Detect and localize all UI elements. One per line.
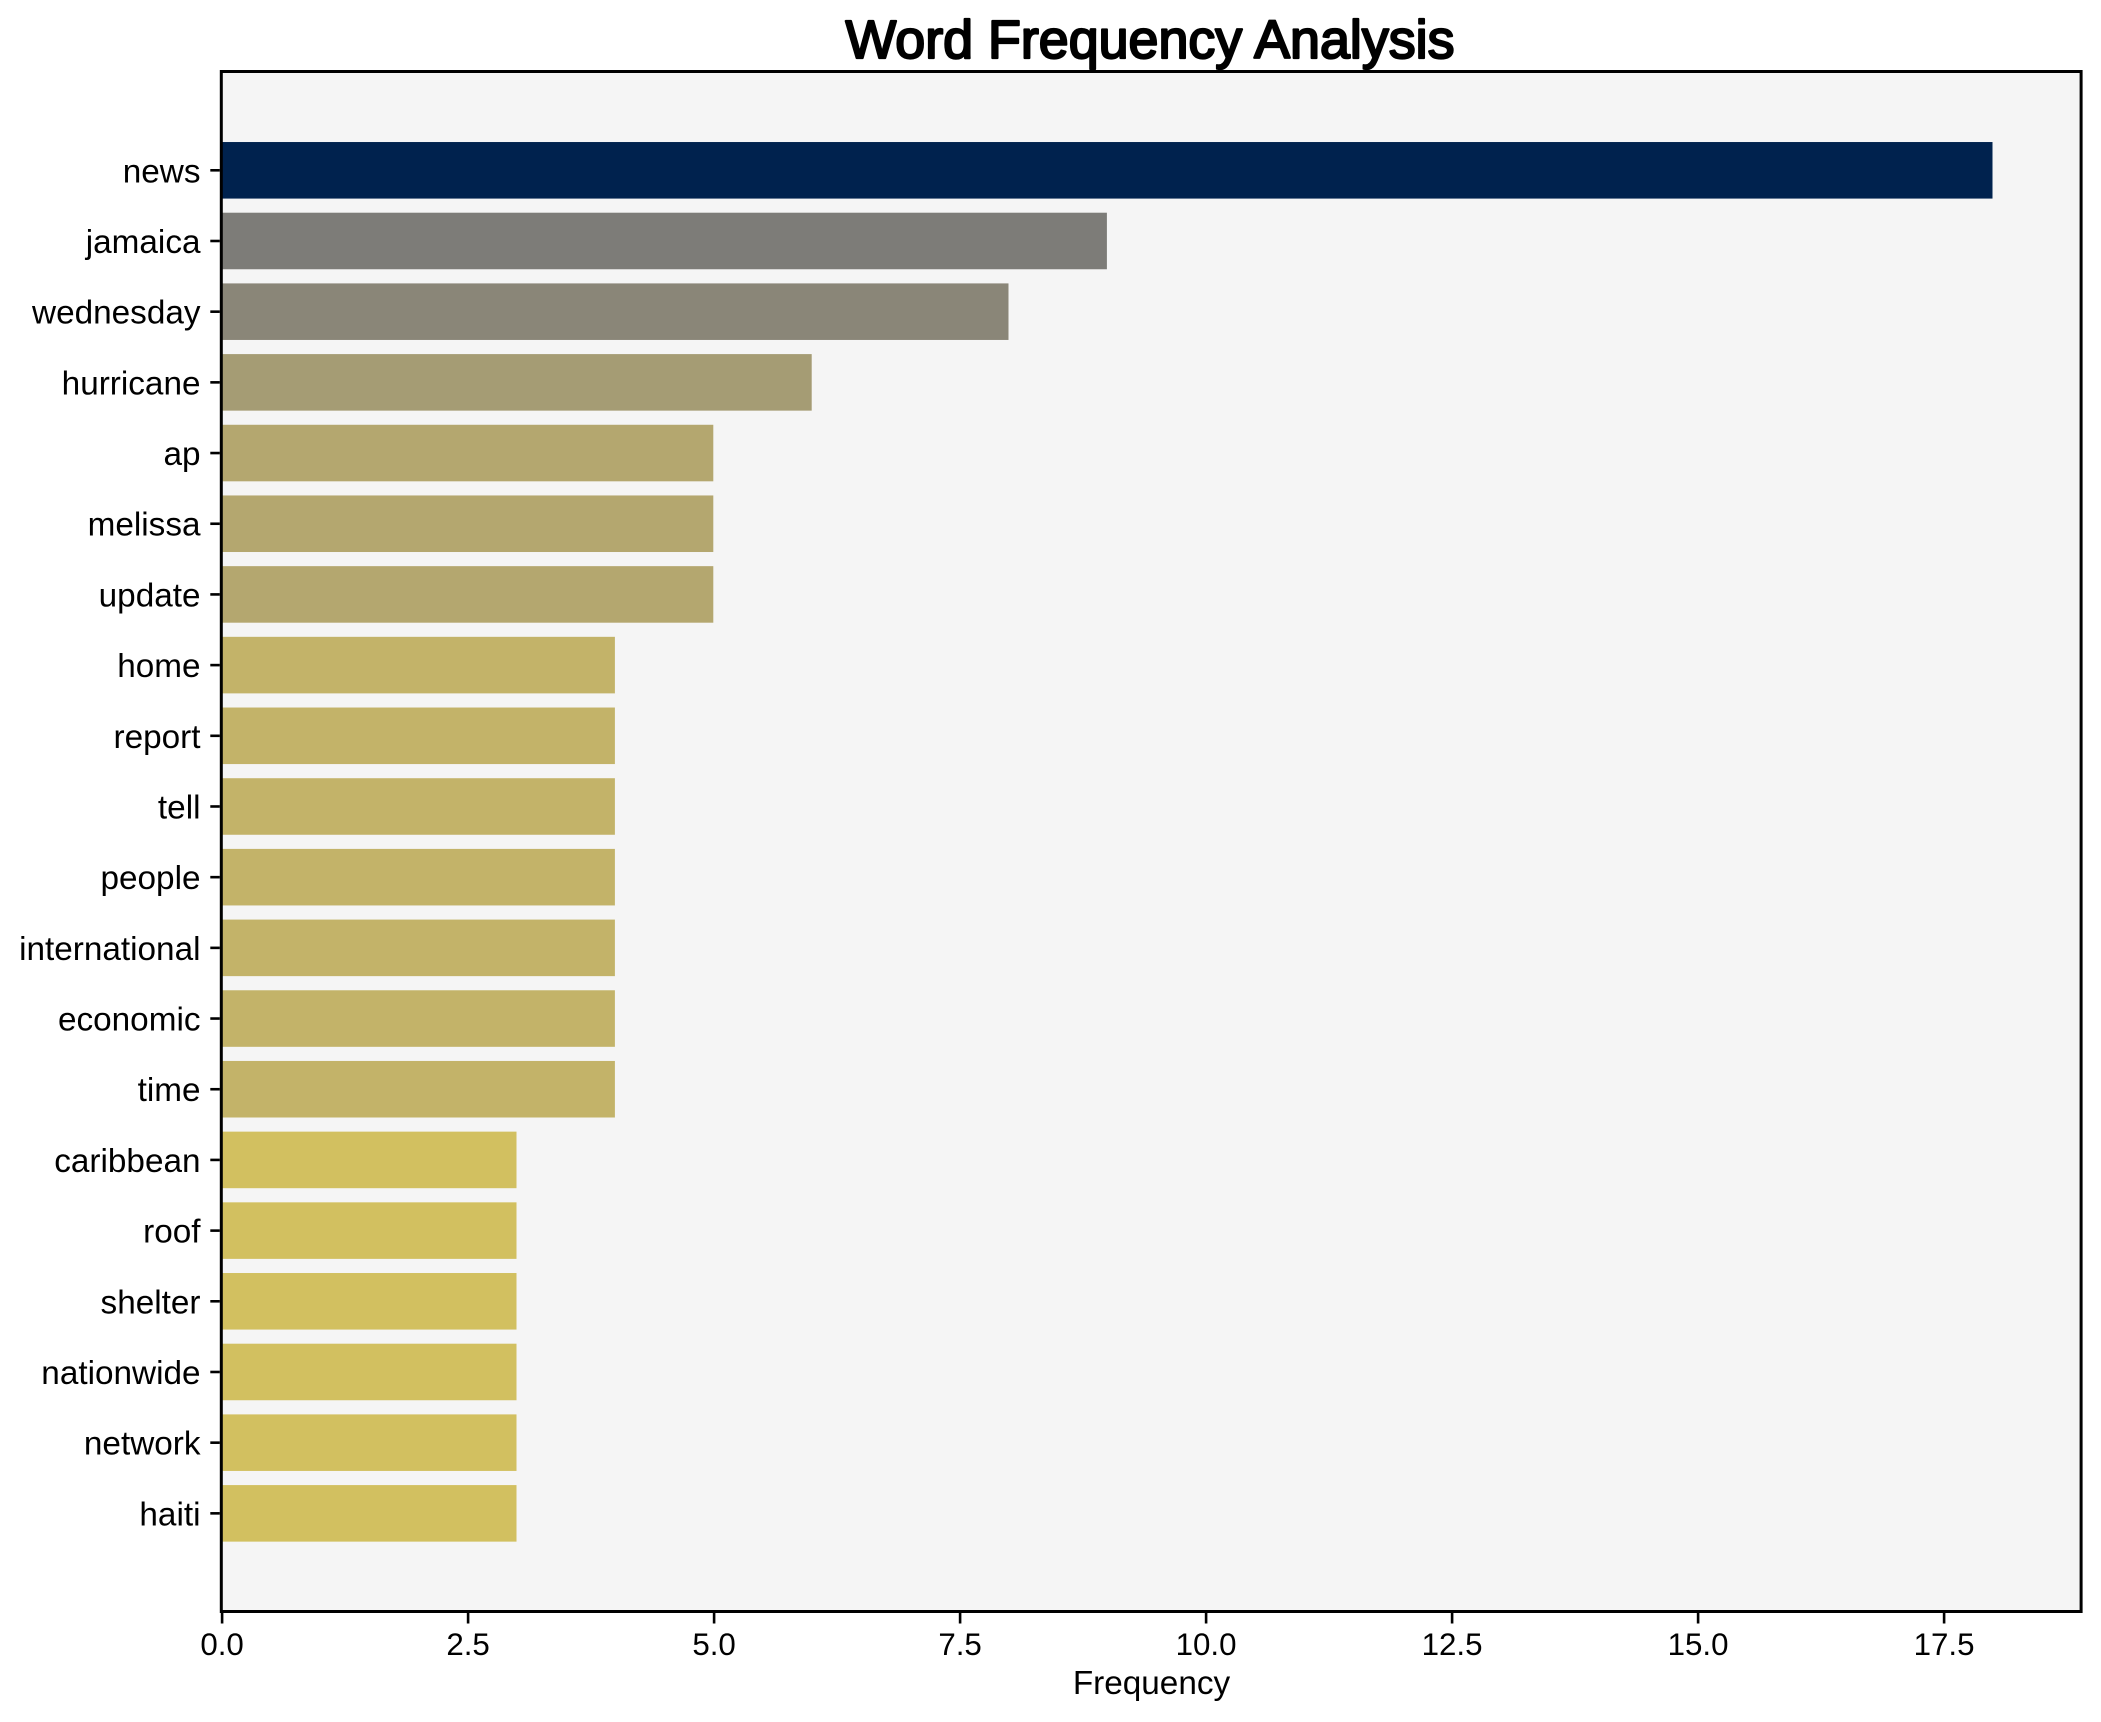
svg-text:caribbean: caribbean — [54, 1143, 200, 1180]
svg-text:wednesday: wednesday — [31, 295, 201, 332]
svg-text:tell: tell — [158, 789, 201, 826]
svg-text:17.5: 17.5 — [1914, 1627, 1975, 1662]
svg-text:update: update — [99, 577, 201, 614]
svg-text:7.5: 7.5 — [938, 1627, 982, 1662]
svg-text:2.5: 2.5 — [446, 1627, 490, 1662]
svg-text:Word Frequency Analysis: Word Frequency Analysis — [846, 10, 1455, 70]
svg-text:roof: roof — [143, 1214, 201, 1251]
svg-text:10.0: 10.0 — [1176, 1627, 1237, 1662]
svg-text:5.0: 5.0 — [692, 1627, 736, 1662]
svg-text:nationwide: nationwide — [41, 1355, 200, 1392]
svg-text:12.5: 12.5 — [1422, 1627, 1483, 1662]
svg-text:haiti: haiti — [139, 1496, 200, 1533]
svg-text:0.0: 0.0 — [200, 1627, 244, 1662]
svg-text:hurricane: hurricane — [62, 365, 201, 402]
svg-text:report: report — [114, 719, 201, 756]
svg-text:jamaica: jamaica — [85, 224, 201, 261]
svg-text:ap: ap — [163, 436, 200, 473]
svg-text:15.0: 15.0 — [1668, 1627, 1729, 1662]
svg-text:international: international — [19, 931, 200, 968]
svg-text:Frequency: Frequency — [1073, 1665, 1231, 1702]
svg-text:home: home — [117, 648, 200, 685]
svg-text:news: news — [123, 153, 201, 190]
svg-text:network: network — [84, 1426, 201, 1463]
svg-text:economic: economic — [58, 1002, 201, 1039]
svg-text:melissa: melissa — [88, 507, 201, 544]
svg-text:shelter: shelter — [101, 1284, 201, 1321]
svg-text:time: time — [138, 1072, 201, 1109]
svg-text:people: people — [101, 860, 201, 897]
